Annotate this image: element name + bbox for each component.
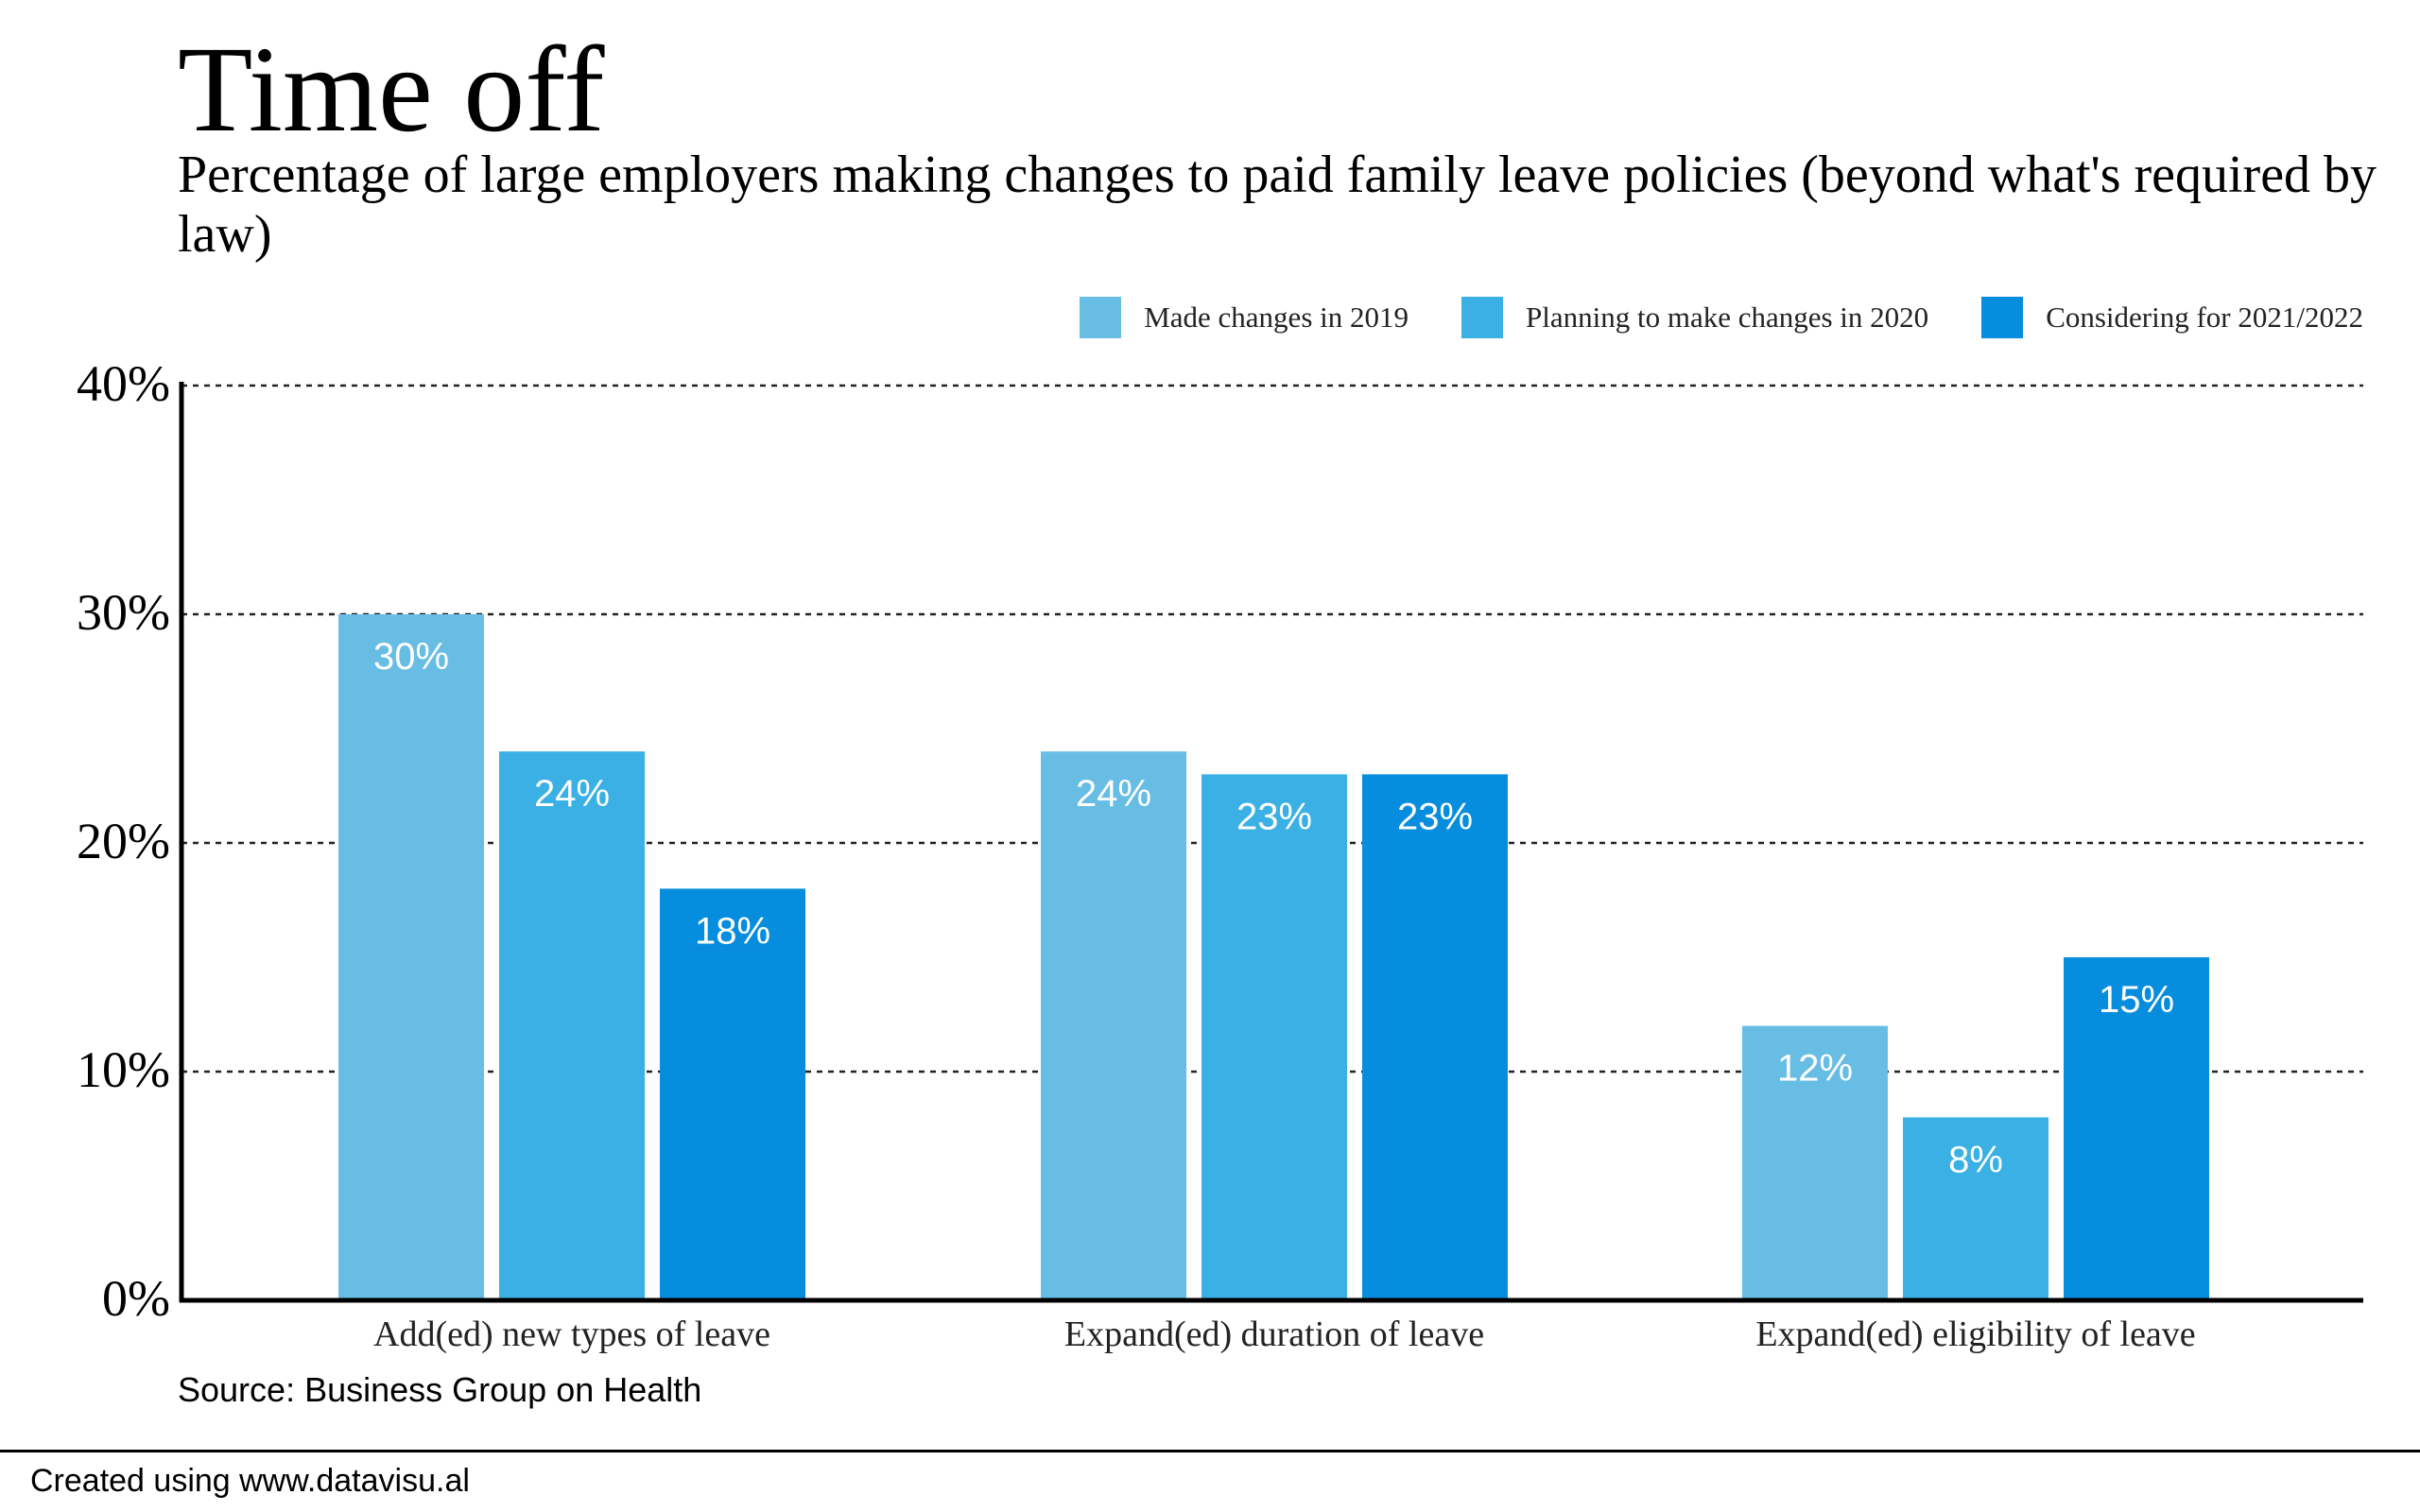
bar-3-2	[1362, 774, 1508, 1300]
bar-2-3	[1903, 1117, 2048, 1300]
legend-item-2020: Planning to make changes in 2020	[1461, 297, 1928, 338]
bar-label-2-2: 23%	[1236, 796, 1312, 837]
bar-3-1	[660, 888, 805, 1300]
bar-2-2	[1201, 774, 1347, 1300]
y-tick-label-20: 20%	[77, 813, 170, 869]
bar-label-1-3: 12%	[1777, 1048, 1853, 1090]
legend-swatch-2021	[1981, 297, 2024, 338]
legend-item-2019: Made changes in 2019	[1080, 297, 1409, 338]
y-tick-label-10: 10%	[77, 1041, 170, 1098]
bar-label-1-1: 30%	[373, 636, 449, 678]
axes	[179, 382, 2363, 1303]
legend-item-2021: Considering for 2021/2022	[1981, 297, 2363, 338]
bar-2-1	[499, 751, 645, 1300]
x-category-label-2: Expand(ed) duration of leave	[1064, 1314, 1484, 1354]
bar-value-labels: 30% 24% 12% 24% 23% 8% 18% 23% 15%	[373, 636, 2174, 1180]
footer-divider	[0, 1450, 2420, 1452]
x-category-label-1: Add(ed) new types of leave	[373, 1314, 770, 1354]
legend-swatch-2019	[1080, 297, 1122, 338]
bar-label-3-2: 23%	[1397, 796, 1473, 837]
y-tick-labels: 0% 10% 20% 30% 40%	[77, 355, 170, 1327]
y-tick-label-30: 30%	[77, 584, 170, 641]
bar-label-3-1: 18%	[695, 910, 770, 952]
chart-legend: Made changes in 2019 Planning to make ch…	[1027, 297, 2363, 338]
bar-3-3	[2064, 957, 2209, 1300]
footer-credit: Created using www.datavisu.al	[30, 1463, 470, 1499]
bar-1-2	[1041, 751, 1186, 1300]
x-category-labels: Add(ed) new types of leave Expand(ed) dur…	[373, 1314, 2196, 1354]
chart-subtitle: Percentage of large employers making cha…	[178, 146, 2377, 264]
source-note: Source: Business Group on Health	[178, 1370, 702, 1409]
y-tick-label-0: 0%	[102, 1270, 170, 1327]
legend-swatch-2020	[1461, 297, 1503, 338]
bar-label-3-3: 15%	[2099, 979, 2174, 1021]
legend-label-2021: Considering for 2021/2022	[2046, 301, 2363, 334]
x-category-label-3: Expand(ed) eligibility of leave	[1755, 1314, 2195, 1354]
y-tick-label-40: 40%	[77, 355, 170, 412]
bar-1-3	[1742, 1025, 1888, 1300]
bar-label-1-2: 24%	[1076, 773, 1151, 815]
legend-label-2020: Planning to make changes in 2020	[1526, 301, 1929, 334]
legend-label-2019: Made changes in 2019	[1144, 301, 1409, 334]
bar-label-2-3: 8%	[1948, 1139, 2003, 1180]
bars	[338, 614, 2209, 1300]
chart-title: Time off	[178, 22, 605, 158]
bar-label-2-1: 24%	[534, 773, 610, 815]
bar-1-1	[338, 614, 484, 1300]
